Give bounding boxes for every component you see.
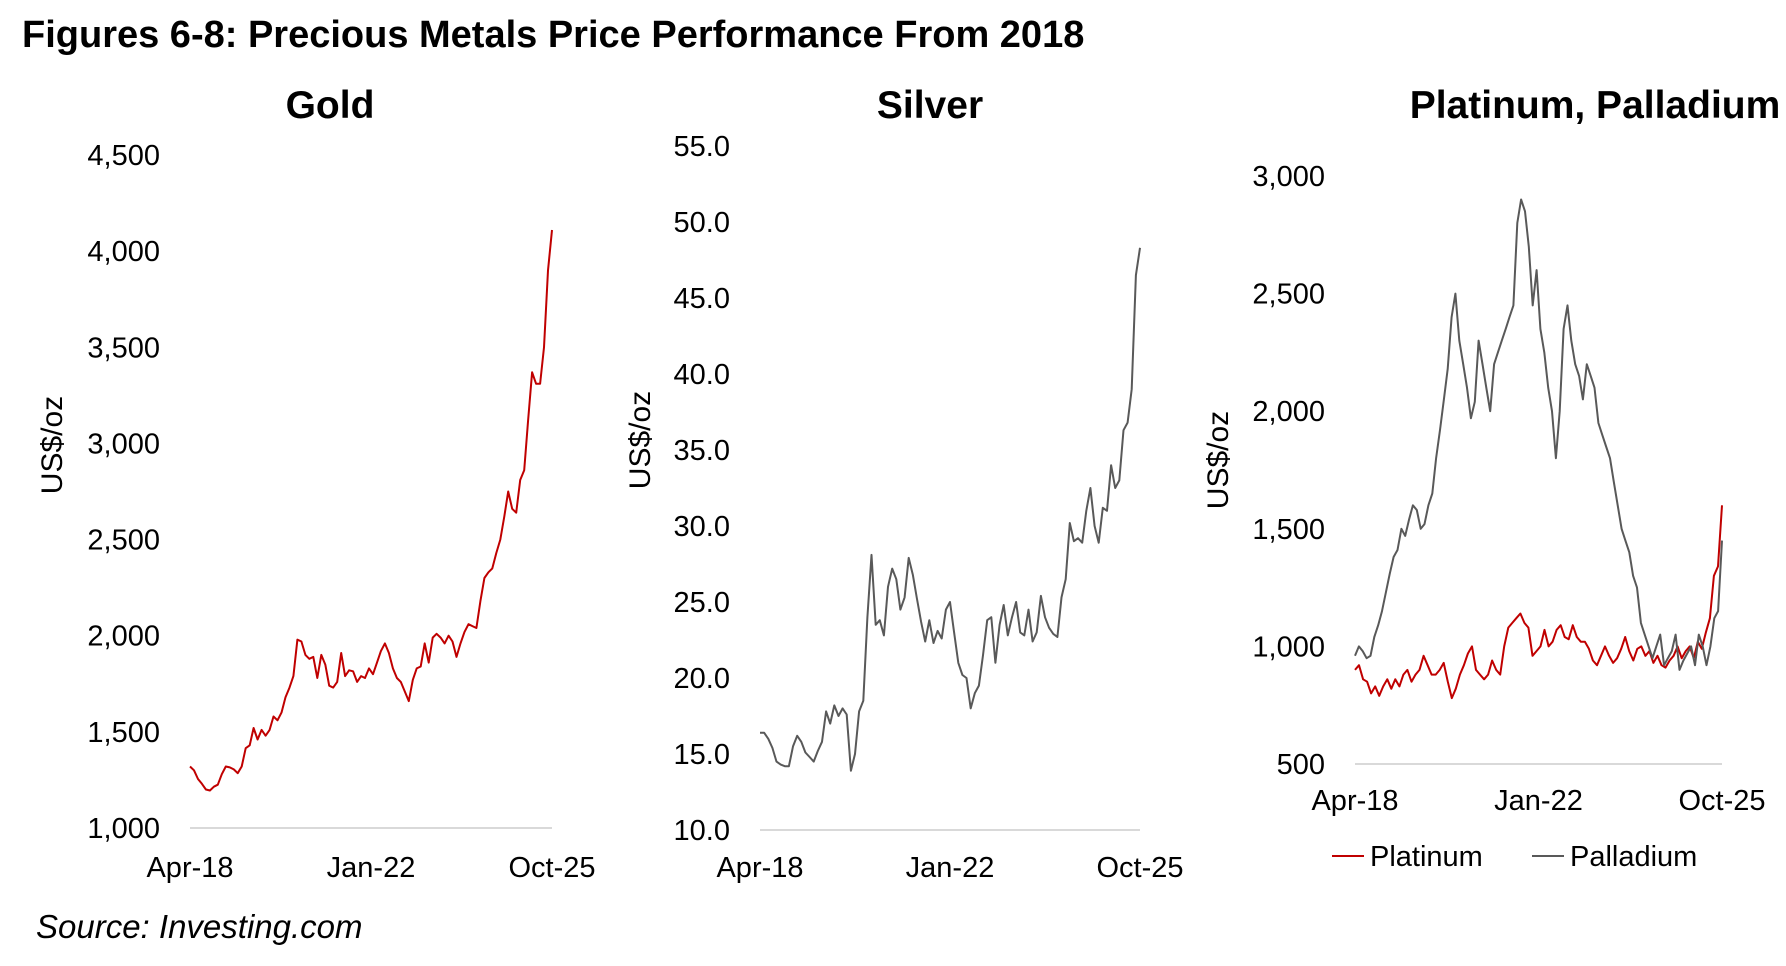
silver-y-tick-label: 30.0 bbox=[674, 511, 730, 543]
pgm-series-palladium bbox=[1354, 198, 1723, 671]
silver-x-tick-label: Oct-25 bbox=[1096, 852, 1183, 884]
gold-y-tick-label: 3,000 bbox=[87, 428, 160, 460]
pgm-series-platinum bbox=[1354, 505, 1723, 700]
pgm-x-tick-label: Jan-22 bbox=[1494, 785, 1583, 817]
source-note: Source: Investing.com bbox=[36, 908, 363, 945]
pgm-legend-label-platinum: Platinum bbox=[1370, 841, 1483, 873]
pgm-y-tick-label: 500 bbox=[1277, 749, 1325, 781]
gold-chart-title: Gold bbox=[286, 84, 375, 127]
silver-y-tick-label: 10.0 bbox=[674, 815, 730, 847]
gold-y-tick-label: 1,500 bbox=[87, 717, 160, 749]
silver-y-tick-label: 55.0 bbox=[674, 131, 730, 163]
silver-y-tick-label: 45.0 bbox=[674, 283, 730, 315]
gold-x-tick-label: Apr-18 bbox=[146, 852, 233, 884]
pgm-y-tick-label: 1,000 bbox=[1252, 631, 1325, 663]
gold-y-axis-label: US$/oz bbox=[36, 396, 69, 494]
pgm-x-tick-label: Oct-25 bbox=[1678, 785, 1765, 817]
gold-series-gold bbox=[189, 229, 553, 792]
silver-x-tick-label: Jan-22 bbox=[906, 852, 995, 884]
gold-y-tick-label: 4,500 bbox=[87, 140, 160, 172]
gold-x-tick-label: Oct-25 bbox=[508, 852, 595, 884]
gold-y-tick-label: 3,500 bbox=[87, 332, 160, 364]
silver-y-tick-label: 50.0 bbox=[674, 207, 730, 239]
silver-y-tick-label: 40.0 bbox=[674, 359, 730, 391]
silver-y-tick-label: 20.0 bbox=[674, 663, 730, 695]
pgm-y-tick-label: 2,000 bbox=[1252, 396, 1325, 428]
figure-title: Figures 6-8: Precious Metals Price Perfo… bbox=[22, 14, 1085, 56]
pgm-y-tick-label: 3,000 bbox=[1252, 161, 1325, 193]
silver-y-tick-label: 35.0 bbox=[674, 435, 730, 467]
silver-y-axis-label: US$/oz bbox=[624, 391, 657, 489]
silver-y-tick-label: 25.0 bbox=[674, 587, 730, 619]
pgm-chart-title: Platinum, Palladium bbox=[1410, 84, 1781, 127]
pgm-x-tick-label: Apr-18 bbox=[1311, 785, 1398, 817]
pgm-y-axis-label: US$/oz bbox=[1202, 411, 1235, 509]
gold-y-tick-label: 1,000 bbox=[87, 813, 160, 845]
silver-x-tick-label: Apr-18 bbox=[716, 852, 803, 884]
gold-y-tick-label: 4,000 bbox=[87, 236, 160, 268]
gold-y-tick-label: 2,500 bbox=[87, 525, 160, 557]
gold-x-tick-label: Jan-22 bbox=[327, 852, 416, 884]
silver-chart-title: Silver bbox=[877, 84, 983, 127]
pgm-y-tick-label: 2,500 bbox=[1252, 279, 1325, 311]
pgm-y-tick-label: 1,500 bbox=[1252, 514, 1325, 546]
silver-series-silver bbox=[760, 247, 1141, 772]
gold-y-tick-label: 2,000 bbox=[87, 621, 160, 653]
pgm-legend-label-palladium: Palladium bbox=[1570, 841, 1697, 873]
silver-y-tick-label: 15.0 bbox=[674, 739, 730, 771]
